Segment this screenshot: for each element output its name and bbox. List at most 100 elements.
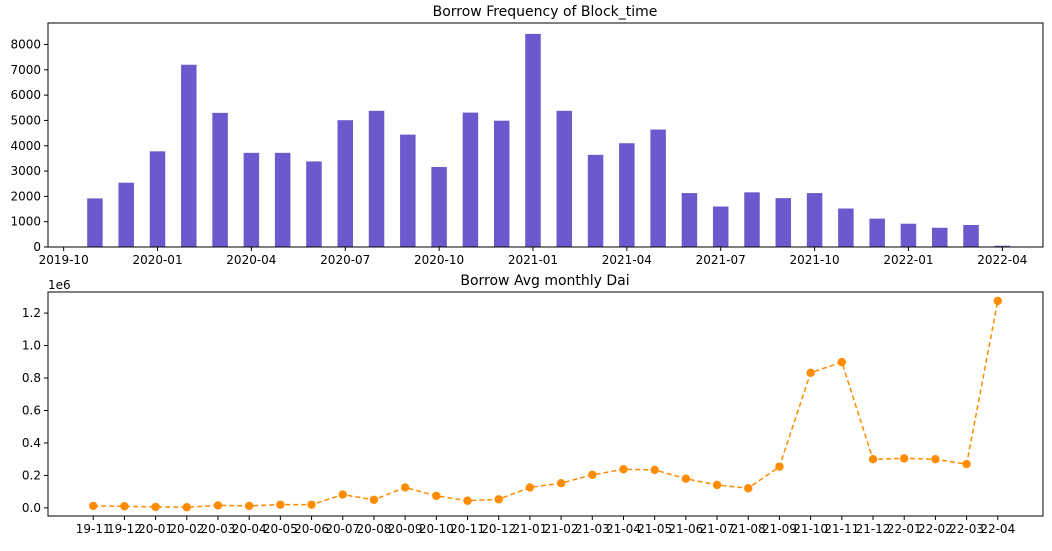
bar (87, 198, 103, 247)
line-x-tick-label: 22-03 (949, 522, 984, 536)
bar-y-tick-label: 6000 (10, 88, 41, 102)
bar-y-tick-label: 2000 (10, 189, 41, 203)
data-point (806, 368, 815, 378)
data-point (712, 480, 722, 490)
line-chart-scale-label: 1e6 (48, 278, 71, 292)
line-x-tick-label: 20-10 (419, 522, 454, 536)
line-x-tick-label: 19-11 (76, 522, 111, 536)
bar (587, 154, 604, 247)
bar (775, 198, 792, 247)
bar-y-tick-label: 1000 (10, 215, 41, 229)
line-x-tick-label: 20-12 (481, 522, 516, 536)
bar-x-tick-label: 2021-01 (508, 253, 558, 267)
line-x-tick-label: 21-01 (512, 522, 547, 536)
bar (712, 206, 729, 247)
data-point (432, 491, 441, 501)
line-chart-plot-area: 0.00.20.40.60.81.01.219-1119-1220-0120-0… (22, 296, 1015, 536)
data-point (588, 470, 597, 479)
line-y-tick-label: 0.6 (22, 403, 41, 417)
line-y-tick-label: 0.4 (22, 436, 41, 450)
data-point (868, 454, 878, 464)
line-x-tick-label: 19-12 (107, 522, 142, 536)
bar (556, 110, 573, 247)
line-x-tick-label: 21-09 (762, 522, 797, 536)
line-y-tick-label: 0.2 (22, 468, 41, 482)
line-x-tick-label: 20-03 (201, 522, 236, 536)
line-x-tick-label: 21-05 (637, 522, 672, 536)
data-point (276, 500, 285, 509)
line-x-tick-label: 21-06 (668, 522, 703, 536)
data-point (993, 296, 1002, 306)
bar-x-tick-label: 2020-04 (226, 253, 276, 267)
data-point (619, 465, 628, 474)
bar (744, 192, 760, 247)
line-x-tick-label: 22-01 (887, 522, 922, 536)
line-x-tick-label: 20-02 (169, 522, 204, 536)
bar-chart-frame (47, 22, 1044, 248)
data-point (463, 496, 472, 505)
bar (181, 64, 197, 247)
line-x-tick-label: 22-04 (980, 522, 1015, 536)
line-y-tick-label: 0.8 (22, 371, 41, 385)
data-point (556, 479, 566, 488)
data-point (899, 454, 909, 463)
bar-y-tick-label: 7000 (10, 63, 41, 77)
data-point (338, 490, 347, 499)
line-x-tick-label: 21-07 (700, 522, 735, 536)
data-point (525, 483, 535, 492)
data-point (307, 500, 316, 509)
bar (368, 110, 385, 247)
line-x-tick-label: 20-08 (357, 522, 392, 536)
bar (118, 182, 134, 247)
data-point (962, 459, 971, 469)
line-x-tick-label: 22-02 (918, 522, 953, 536)
bar (806, 193, 823, 247)
bar-x-tick-label: 2022-01 (883, 253, 933, 267)
data-point (151, 502, 160, 512)
data-point (120, 502, 129, 511)
line-chart-frame (47, 291, 1044, 517)
data-point (650, 465, 659, 475)
bar (900, 223, 917, 247)
data-point (931, 454, 940, 464)
bar-x-tick-label: 2021-07 (696, 253, 746, 267)
data-point (744, 484, 753, 493)
line-x-tick-label: 20-05 (263, 522, 298, 536)
bar-y-tick-label: 3000 (10, 164, 41, 178)
bar-y-tick-label: 0 (33, 240, 41, 254)
bar (681, 193, 698, 247)
line-x-tick-label: 21-08 (731, 522, 766, 536)
bar (994, 245, 1011, 247)
bar (243, 152, 260, 247)
data-point (681, 474, 691, 483)
bar-x-tick-label: 2022-04 (977, 253, 1027, 267)
line-x-tick-label: 21-12 (856, 522, 891, 536)
line-x-tick-label: 21-03 (575, 522, 610, 536)
bar (931, 227, 948, 247)
bar-chart-title: Borrow Frequency of Block_time (433, 4, 658, 20)
line-x-tick-label: 20-04 (232, 522, 267, 536)
bar (963, 224, 979, 247)
line-x-tick-label: 20-11 (450, 522, 485, 536)
bar-y-tick-label: 4000 (10, 139, 41, 153)
bar (212, 112, 228, 247)
bar-y-tick-label: 8000 (10, 38, 41, 52)
bar-x-tick-label: 2020-01 (132, 253, 182, 267)
line-x-tick-label: 21-10 (793, 522, 828, 536)
bar (431, 167, 447, 247)
line-chart-title: Borrow Avg monthly Dai (460, 273, 629, 289)
bar-x-tick-label: 2020-10 (414, 253, 464, 267)
line-x-tick-label: 21-11 (824, 522, 859, 536)
bar (462, 112, 479, 247)
bar (525, 33, 541, 247)
line-y-tick-label: 1.0 (22, 339, 41, 353)
bar (869, 218, 885, 247)
line-x-tick-label: 21-02 (544, 522, 579, 536)
data-point (89, 501, 98, 511)
data-point (244, 501, 254, 511)
bar (400, 134, 416, 247)
bar (306, 161, 322, 247)
data-point (369, 495, 379, 504)
bar (274, 152, 291, 247)
